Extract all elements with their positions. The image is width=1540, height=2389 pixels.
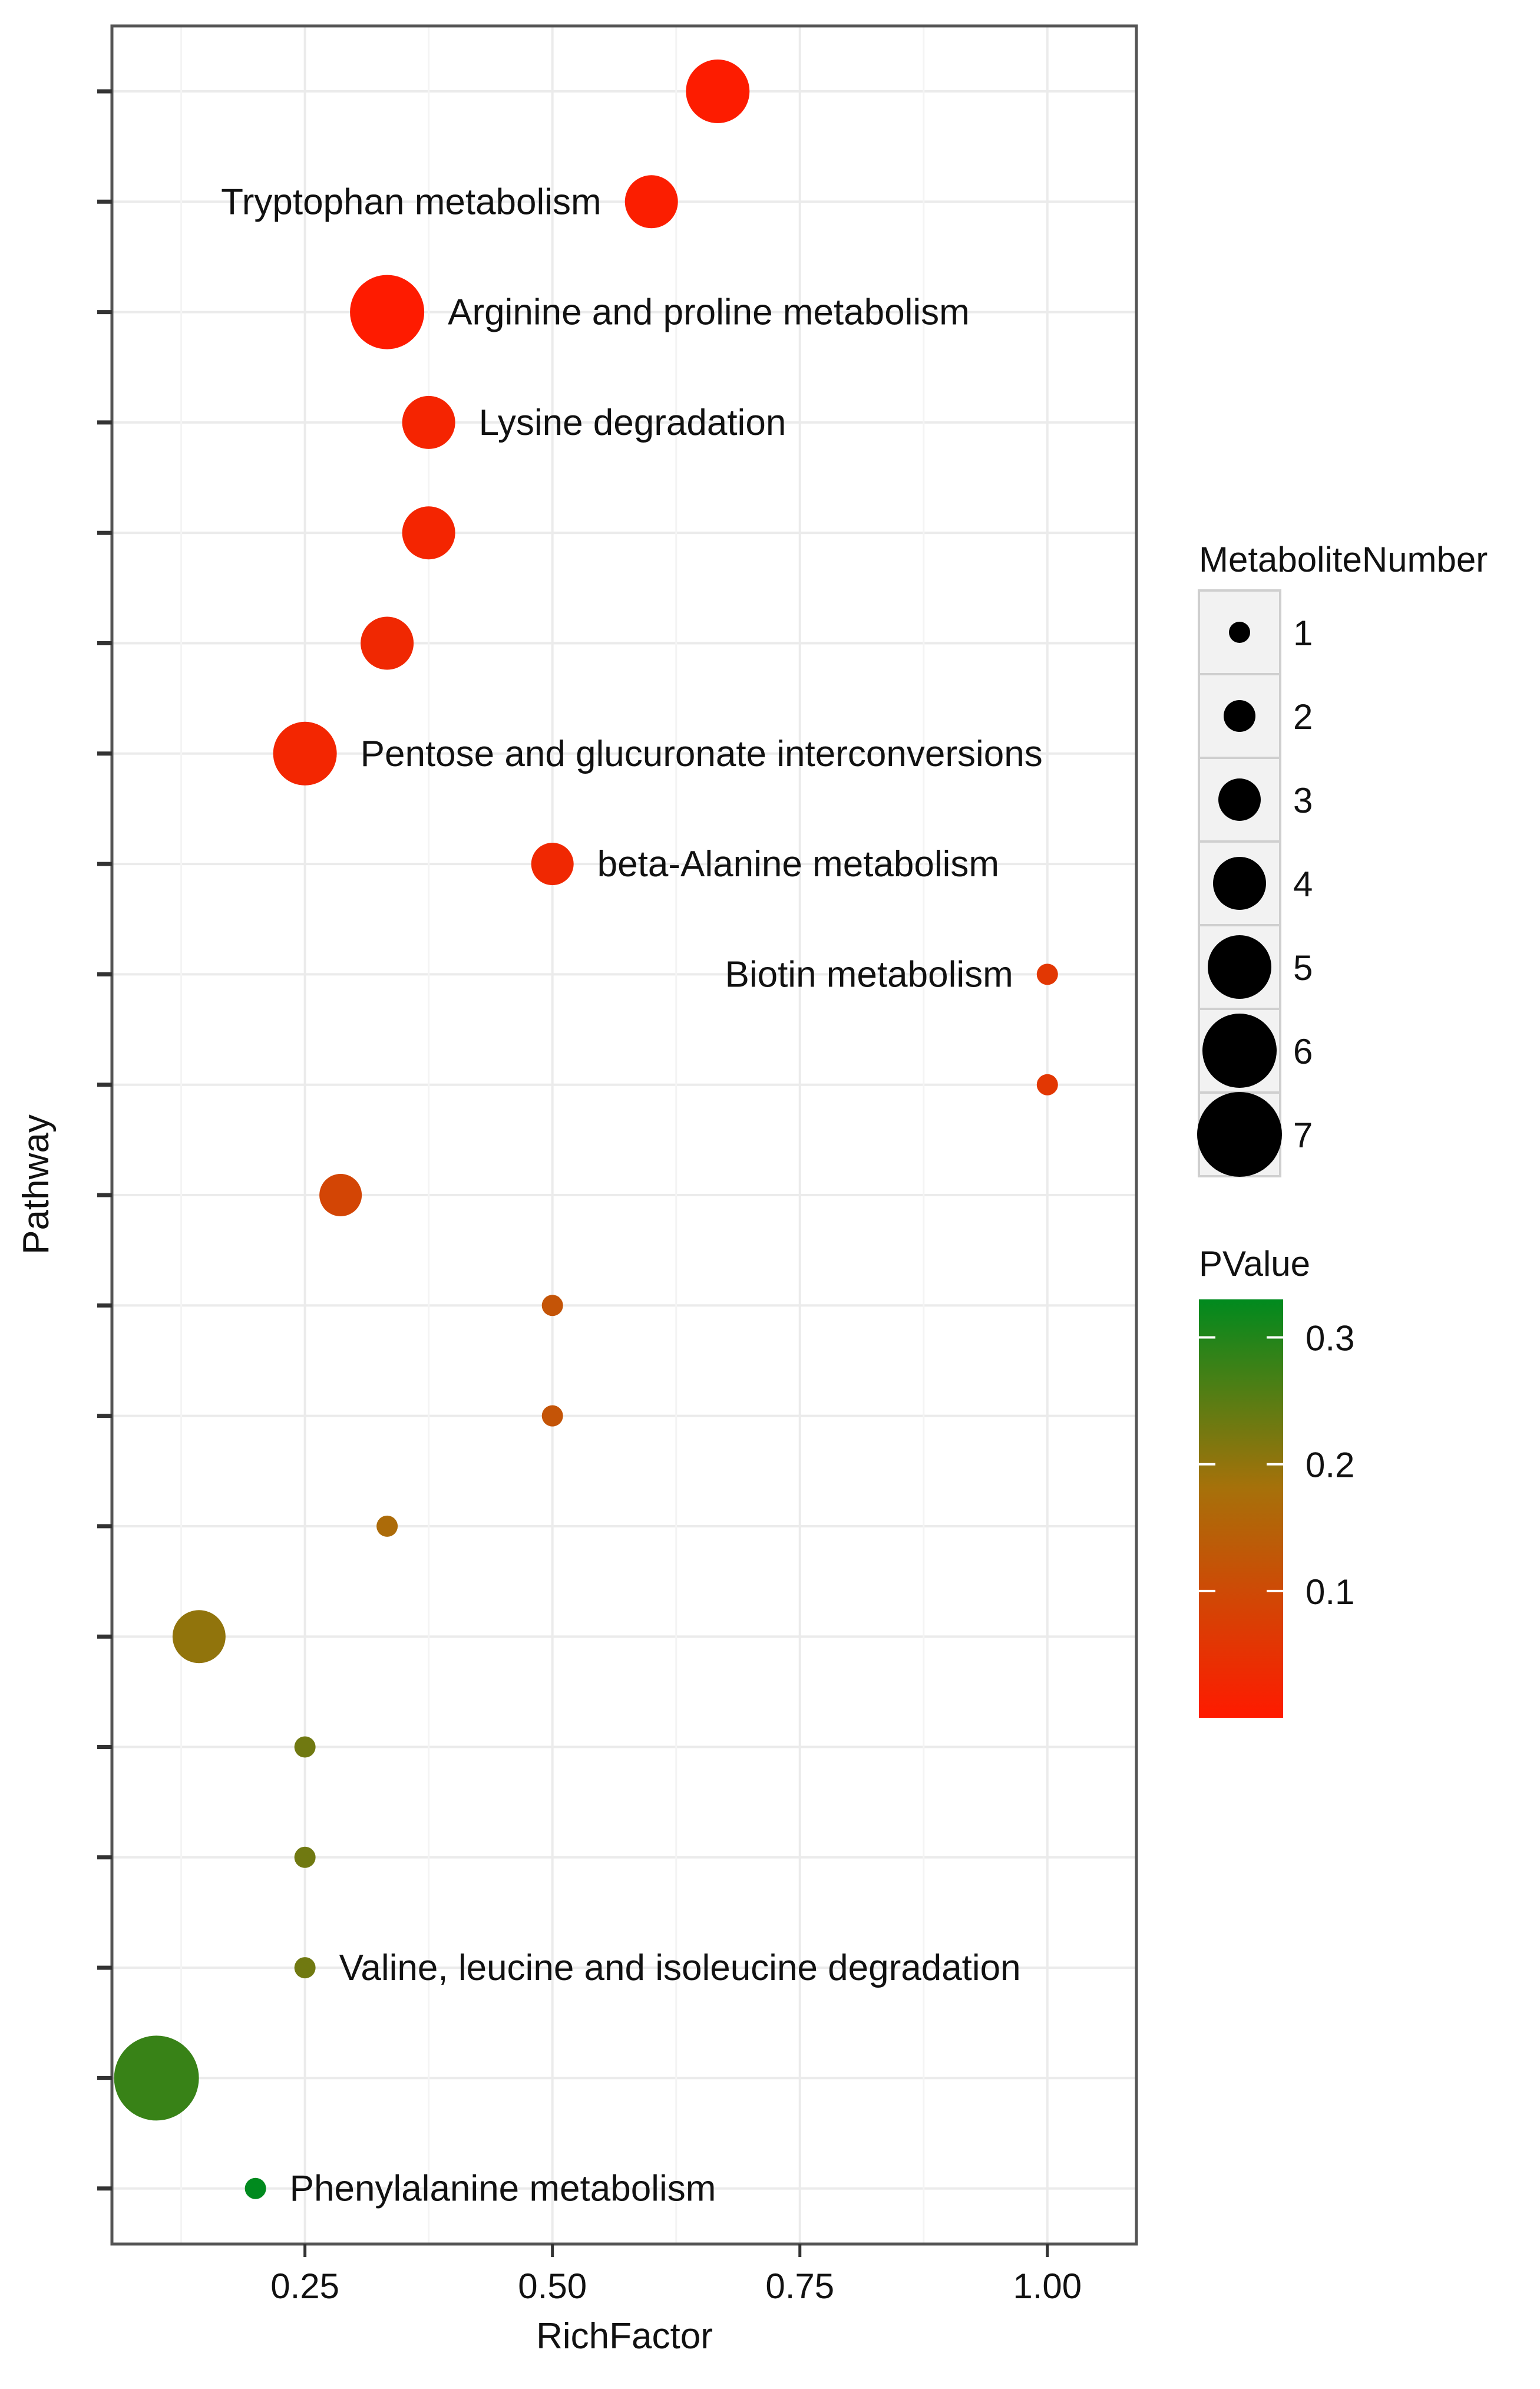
data-point	[350, 275, 425, 349]
data-point	[531, 843, 574, 886]
data-point	[402, 395, 455, 449]
x-tick-label: 0.25	[270, 2266, 339, 2306]
size-legend-dot	[1202, 1014, 1277, 1088]
point-labels: Tryptophan metabolism Arginine and prolin…	[221, 182, 1043, 2209]
data-point	[114, 2035, 199, 2121]
x-axis-label: RichFactor	[536, 2316, 713, 2357]
x-tick-label: 0.75	[765, 2266, 834, 2306]
data-point	[1036, 963, 1058, 985]
data-point	[244, 2177, 266, 2199]
color-legend-title: PValue	[1199, 1244, 1310, 1283]
size-legend-dot	[1208, 935, 1271, 999]
size-legend-label: 7	[1293, 1116, 1313, 1155]
size-legend-label: 4	[1293, 864, 1313, 904]
size-legend: MetaboliteNumber 1 2 3 4 5 6 7	[1197, 540, 1488, 1177]
y-axis-label: Pathway	[16, 1114, 57, 1255]
data-point	[686, 60, 750, 123]
panel-border	[110, 24, 1138, 2246]
size-legend-label: 1	[1293, 613, 1313, 653]
colorbar-tick-label: 0.3	[1306, 1319, 1354, 1358]
data-point	[172, 1610, 226, 1664]
data-point	[361, 616, 414, 670]
grid-lines	[112, 26, 1136, 2244]
size-legend-label: 6	[1293, 1032, 1313, 1071]
pathway-label: Arginine and proline metabolism	[448, 292, 970, 333]
data-point	[294, 1957, 316, 1979]
colorbar-tick-label: 0.2	[1306, 1446, 1354, 1485]
data-point	[273, 721, 337, 786]
data-point	[402, 506, 455, 560]
size-legend-label: 5	[1293, 948, 1313, 988]
size-legend-label: 3	[1293, 781, 1313, 820]
size-legend-items: 1 2 3 4 5 6 7	[1197, 589, 1313, 1177]
data-points	[114, 60, 1058, 2199]
plot-panel: Tryptophan metabolism Arginine and prolin…	[110, 24, 1138, 2246]
color-legend: PValue 0.1 0.2 0.3	[1199, 1244, 1354, 1718]
data-point	[1036, 1074, 1058, 1095]
size-legend-dot	[1197, 1092, 1282, 1177]
colorbar-tick-label: 0.1	[1306, 1572, 1354, 1612]
x-axis-ticks: 0.25 0.50 0.75 1.00	[270, 2244, 1082, 2306]
size-legend-label: 2	[1293, 697, 1313, 737]
pathway-label: beta-Alanine metabolism	[597, 844, 999, 885]
data-point	[319, 1174, 362, 1216]
data-point	[624, 175, 678, 229]
data-point	[541, 1295, 563, 1316]
x-tick-label: 0.50	[518, 2266, 587, 2306]
pvalue-colorbar	[1199, 1299, 1283, 1718]
size-legend-dot	[1224, 700, 1255, 732]
pathway-label: Biotin metabolism	[725, 954, 1013, 995]
panel-background	[112, 26, 1136, 2244]
size-legend-title: MetaboliteNumber	[1199, 540, 1488, 579]
pathway-label: Tryptophan metabolism	[221, 182, 602, 222]
colorbar-ticks: 0.1 0.2 0.3	[1199, 1319, 1354, 1612]
data-point	[294, 1846, 316, 1868]
pathway-label: Pentose and glucuronate interconversions	[361, 734, 1043, 774]
pathway-label: Valine, leucine and isoleucine degradati…	[339, 1948, 1021, 1988]
x-tick-label: 1.00	[1013, 2266, 1082, 2306]
pathway-label: Lysine degradation	[479, 402, 786, 443]
y-axis-ticks	[97, 89, 112, 2191]
size-legend-dot	[1213, 857, 1266, 910]
data-point	[541, 1405, 563, 1427]
size-legend-dot	[1229, 622, 1250, 643]
pathway-label: Phenylalanine metabolism	[290, 2169, 716, 2209]
size-legend-dot	[1218, 778, 1261, 821]
data-point	[294, 1736, 316, 1758]
data-point	[376, 1515, 398, 1537]
